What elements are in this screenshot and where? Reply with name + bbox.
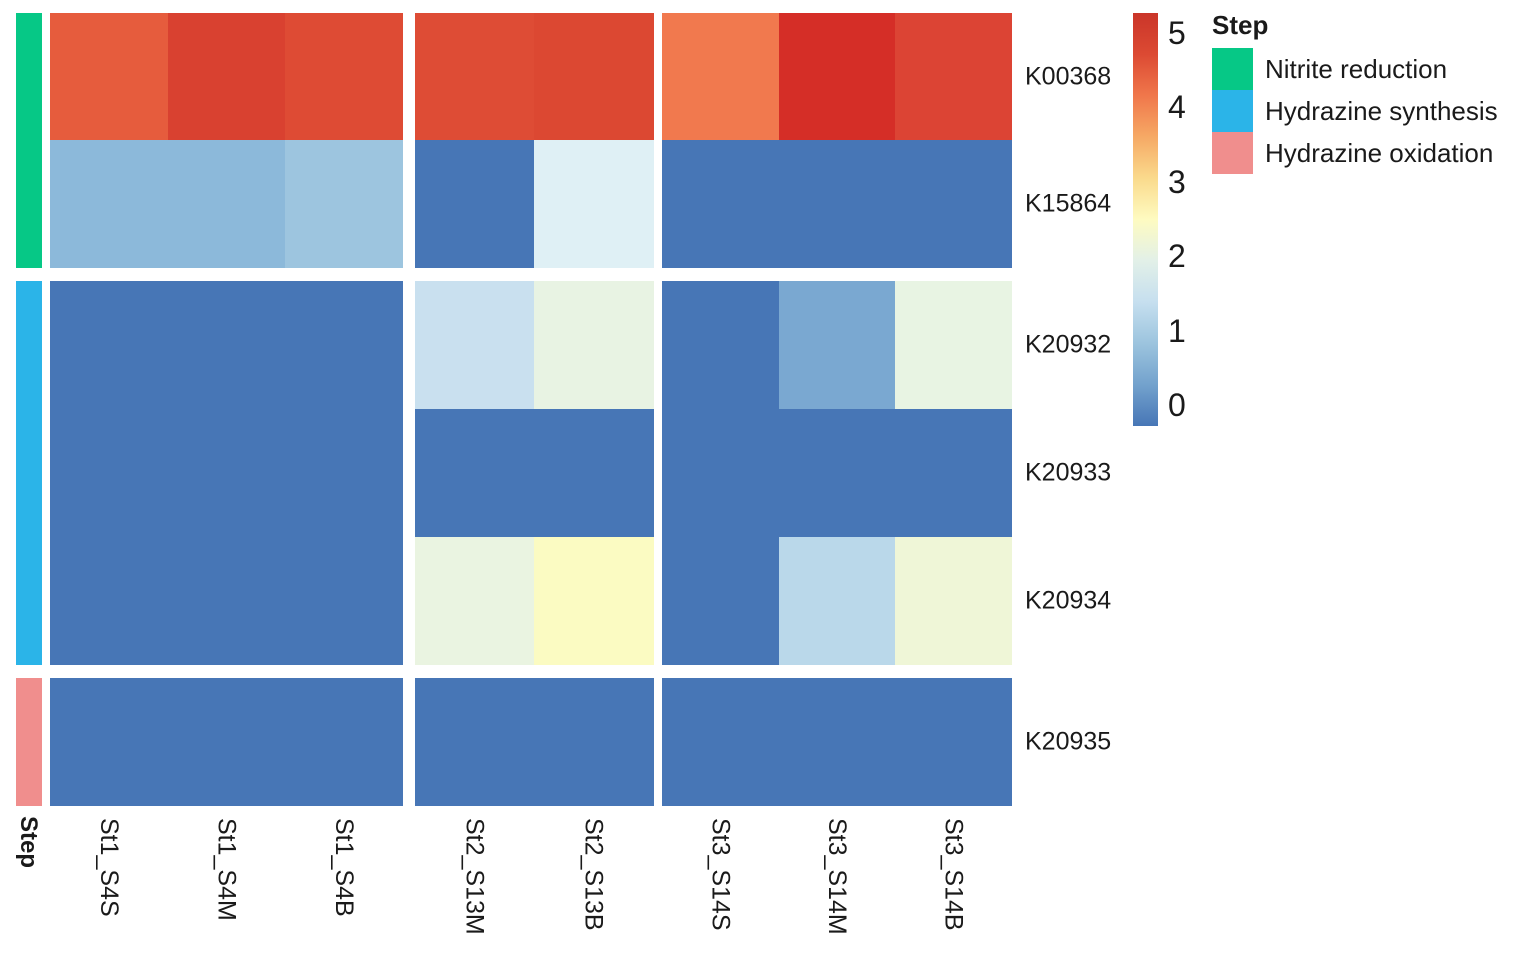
heatmap-cell-K00368-St3_S14B [895,13,1013,140]
column-label-St2_S13M: St2_S13M [460,818,489,935]
row-label-K20934: K20934 [1025,586,1112,615]
heatmap-cell-K15864-St1_S4B [285,140,404,268]
annotation-bar-nitrite-reduction [16,13,42,268]
heatmap-cell-K00368-St3_S14S [662,13,780,140]
row-label-K20933: K20933 [1025,458,1112,487]
legend-item-label: Nitrite reduction [1265,53,1448,84]
heatmap-cell-K20933-St1_S4M [167,409,286,537]
heatmap-cell-K20935-St3_S14M [778,678,896,806]
heatmap-cell-K00368-St2_S13B [534,13,654,140]
column-label-St1_S4S: St1_S4S [94,818,123,917]
column-label-St2_S13B: St2_S13B [579,818,608,931]
legend-item-label: Hydrazine synthesis [1265,95,1498,126]
heatmap-cell-K20934-St1_S4S [50,537,169,665]
heatmap-cell-K20933-St3_S14M [778,409,896,537]
heatmap-cell-K20934-St2_S13B [534,537,654,665]
column-label-St1_S4M: St1_S4M [212,818,241,921]
heatmap-cell-K20932-St3_S14B [895,281,1013,409]
heatmap-cell-K20934-St1_S4B [285,537,404,665]
heatmap-cell-K00368-St1_S4B [285,13,404,140]
heatmap-cell-K20932-St1_S4S [50,281,169,409]
heatmap-cell-K20932-St1_S4B [285,281,404,409]
colorbar-tick-1: 1 [1168,312,1186,349]
heatmap-cell-K20933-St3_S14B [895,409,1013,537]
row-label-K15864: K15864 [1025,189,1112,218]
heatmap-cell-K20935-St3_S14B [895,678,1013,806]
column-label-St1_S4B: St1_S4B [330,818,359,917]
hydrazine-oxidation-swatch [1212,132,1253,174]
hydrazine-synthesis-swatch [1212,90,1253,132]
row-label-K00368: K00368 [1025,62,1112,90]
row-label-K20932: K20932 [1025,330,1112,359]
heatmap-cell-K00368-St1_S4M [167,13,286,140]
colorbar-tick-3: 3 [1168,163,1186,200]
heatmap-cell-K20933-St1_S4B [285,409,404,537]
heatmap-cell-K20935-St2_S13B [534,678,654,806]
heatmap-cell-K00368-St1_S4S [50,13,169,140]
colorbar-gradient [1133,13,1158,426]
heatmap-cell-K20932-St2_S13M [415,281,535,409]
colorbar-tick-0: 0 [1168,387,1186,423]
heatmap-cell-K20934-St3_S14M [778,537,896,665]
colorbar-tick-5: 5 [1168,15,1186,51]
heatmap-cell-K00368-St2_S13M [415,13,535,140]
heatmap-cell-K20934-St1_S4M [167,537,286,665]
heatmap-cell-K15864-St3_S14S [662,140,780,268]
heatmap-cell-K20935-St1_S4M [167,678,286,806]
column-label-St3_S14B: St3_S14B [939,818,968,931]
heatmap-cell-K20932-St3_S14M [778,281,896,409]
annotation-bar-hydrazine-synthesis [16,281,42,665]
heatmap-cell-K20933-St2_S13M [415,409,535,537]
step-legend: Step Nitrite reduction Hydrazine synthes… [1212,10,1498,174]
heatmap-cell-K15864-St2_S13M [415,140,535,268]
nitrite-reduction-swatch [1212,48,1253,90]
annotation-axis-label: Step [15,816,42,869]
heatmap-cell-K20935-St1_S4S [50,678,169,806]
column-label-St3_S14M: St3_S14M [823,818,851,935]
heatmap-cell-K20934-St3_S14S [662,537,780,665]
heatmap-cell-K20934-St2_S13M [415,537,535,665]
heatmap-cell-K15864-St2_S13B [534,140,654,268]
heatmap-cell-K20933-St1_S4S [50,409,169,537]
heatmap-cell-K20932-St3_S14S [662,281,780,409]
legend-item-hydrazine-synthesis: Hydrazine synthesis [1212,90,1498,132]
heatmap-cell-K20935-St3_S14S [662,678,780,806]
legend-item-nitrite-reduction: Nitrite reduction [1212,48,1498,90]
heatmap-cell-K20932-St2_S13B [534,281,654,409]
annotation-bar-hydrazine-oxidation [16,678,42,806]
heatmap-cell-K15864-St1_S4M [167,140,286,268]
heatmap-cell-K15864-St1_S4S [50,140,169,268]
heatmap-cell-K20935-St2_S13M [415,678,535,806]
heatmap-cell-K15864-St3_S14M [778,140,896,268]
colorbar-tick-4: 4 [1168,89,1186,126]
legend-title: Step [1212,10,1269,40]
heatmap-cell-K20933-St3_S14S [662,409,780,537]
heatmap-cell-K15864-St3_S14B [895,140,1013,268]
heatmap-cell-K20935-St1_S4B [285,678,404,806]
row-label-K20935: K20935 [1025,727,1112,756]
legend-item-label: Hydrazine oxidation [1265,137,1494,168]
colorbar-tick-2: 2 [1168,238,1186,275]
heatmap-cell-K20934-St3_S14B [895,537,1013,665]
column-label-St3_S14S: St3_S14S [706,818,735,931]
heatmap-cell-K20933-St2_S13B [534,409,654,537]
heatmap-cell-K00368-St3_S14M [778,13,896,140]
heatmap-cell-K20932-St1_S4M [167,281,286,409]
legend-item-hydrazine-oxidation: Hydrazine oxidation [1212,132,1498,174]
